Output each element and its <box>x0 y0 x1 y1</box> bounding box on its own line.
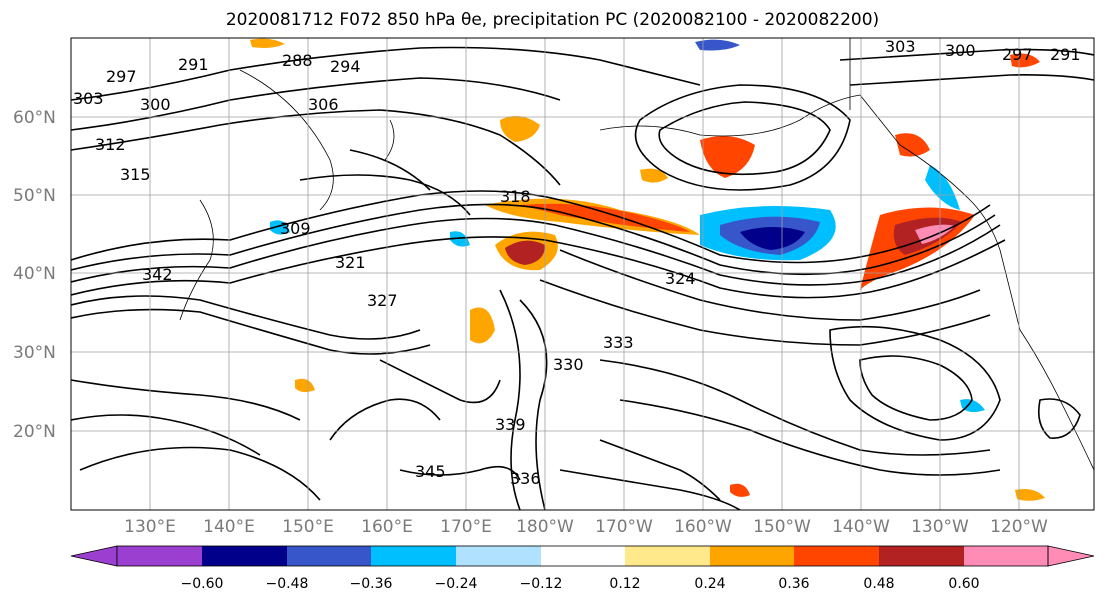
contour-label: 339 <box>495 415 526 434</box>
longitude-labels: 130°E 140°E 150°E 160°E 170°E 180°W 170°… <box>124 517 1048 537</box>
colorbar-tick: −0.24 <box>435 576 478 592</box>
map-title: 2020081712 F072 850 hPa θe, precipitatio… <box>225 10 880 30</box>
contour-label: 291 <box>1050 45 1081 64</box>
contour-label: 300 <box>140 95 171 114</box>
colorbar-tick: 0.24 <box>694 576 725 592</box>
contour-label: 330 <box>553 355 584 374</box>
colorbar-bin <box>287 546 371 566</box>
colorbar-bin <box>879 546 964 566</box>
contour-label: 303 <box>885 37 916 56</box>
colorbar-tick: 0.60 <box>948 576 979 592</box>
contour-labels: 291 288 294 297 303 300 306 312 315 309 … <box>73 37 1081 488</box>
contour-label: 315 <box>120 165 151 184</box>
precip-shading <box>250 38 1045 501</box>
contour-label: 297 <box>106 67 137 86</box>
colorbar-tick: 0.36 <box>778 576 809 592</box>
colorbar-tick: 0.48 <box>863 576 894 592</box>
colorbar-bin <box>710 546 794 566</box>
contour-label: 297 <box>1002 45 1033 64</box>
contour-label: 294 <box>330 57 361 76</box>
contour-label: 300 <box>945 41 976 60</box>
graticule <box>71 38 1094 510</box>
lon-label: 170°E <box>440 517 492 537</box>
latitude-labels: 60°N 50°N 40°N 30°N 20°N <box>13 108 56 442</box>
colorbar-tick: −0.48 <box>266 576 309 592</box>
colorbar-max-extension <box>1047 545 1095 567</box>
contour-label: 288 <box>282 51 313 70</box>
contour-label: 333 <box>603 333 634 352</box>
lon-label: 120°W <box>990 517 1048 537</box>
lat-label-40n: 40°N <box>13 264 56 284</box>
lat-label-30n: 30°N <box>13 343 56 363</box>
contour-label: 318 <box>500 187 531 206</box>
lat-label-50n: 50°N <box>13 186 56 206</box>
colorbar-tick: −0.12 <box>520 576 563 592</box>
contour-label: 336 <box>510 469 541 488</box>
contour-label: 312 <box>95 135 126 154</box>
lat-label-20n: 20°N <box>13 422 56 442</box>
contour-label: 345 <box>415 462 446 481</box>
colorbar-bin <box>371 546 456 566</box>
colorbar-bin <box>117 546 202 566</box>
contour-label: 342 <box>142 265 173 284</box>
lon-label: 150°W <box>753 517 811 537</box>
lon-label: 130°W <box>911 517 969 537</box>
colorbar-tick: −0.60 <box>181 576 224 592</box>
lon-label: 160°E <box>361 517 413 537</box>
contour-label: 309 <box>280 219 311 238</box>
contour-label: 291 <box>178 55 209 74</box>
colorbar-bin <box>625 546 710 566</box>
lon-label: 140°E <box>203 517 255 537</box>
lon-label: 180°W <box>516 517 574 537</box>
lon-label: 150°E <box>282 517 334 537</box>
colorbar-tick: 0.12 <box>609 576 640 592</box>
colorbar-tick: −0.36 <box>350 576 393 592</box>
contour-label: 321 <box>335 253 366 272</box>
colorbar-bin <box>794 546 879 566</box>
contour-label: 306 <box>308 95 339 114</box>
contour-label: 327 <box>367 291 398 310</box>
coastlines <box>179 38 1094 471</box>
lon-label: 130°E <box>124 517 176 537</box>
colorbar-min-extension <box>70 545 118 567</box>
colorbar-bin <box>456 546 541 566</box>
map-panel: 291 288 294 297 303 300 306 312 315 309 … <box>70 37 1095 511</box>
lon-label: 160°W <box>674 517 732 537</box>
lon-label: 140°W <box>832 517 890 537</box>
contour-label: 324 <box>665 269 696 288</box>
colorbar: −0.60 −0.48 −0.36 −0.24 −0.12 0.12 0.24 … <box>70 545 1095 592</box>
colorbar-bin <box>964 546 1048 566</box>
lon-label: 170°W <box>595 517 653 537</box>
contour-label: 303 <box>73 89 104 108</box>
lat-label-60n: 60°N <box>13 108 56 128</box>
colorbar-bin <box>541 546 625 566</box>
colorbar-bin <box>202 546 287 566</box>
